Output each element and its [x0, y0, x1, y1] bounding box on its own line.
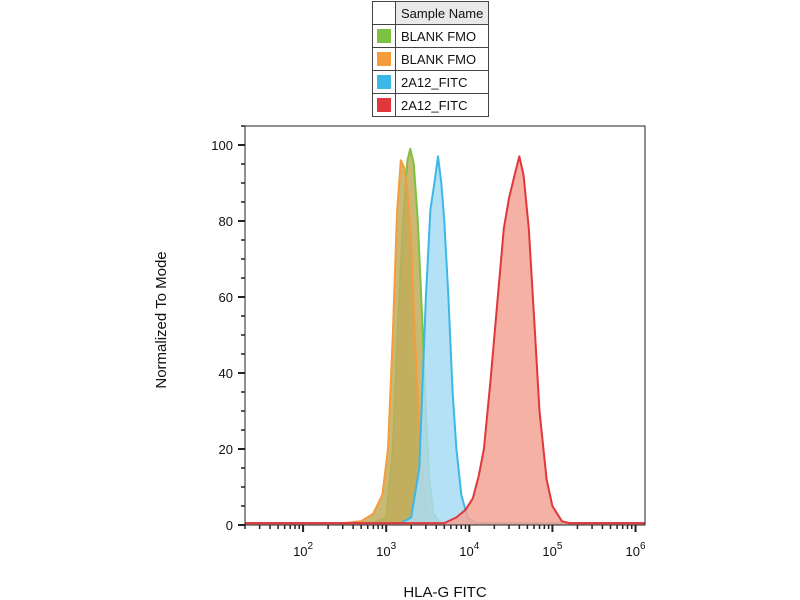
y-axis-title: Normalized To Mode: [153, 251, 170, 388]
y-tick-label-80: 80: [219, 214, 233, 229]
series-fill-2: [245, 156, 645, 525]
series-layer: [245, 149, 645, 525]
x-tick-label-1e4: 104: [459, 541, 479, 559]
y-tick-label-0: 0: [226, 518, 233, 533]
x-tick-label-1e3: 103: [376, 541, 396, 559]
histogram-chart: 0 20 40 60 80 100 102 103 104 105 106 HLA-G FITC N…: [0, 0, 800, 600]
y-tick-label-60: 60: [219, 290, 233, 305]
y-tick-label-100: 100: [211, 138, 233, 153]
x-tick-label-1e5: 105: [542, 541, 562, 559]
x-tick-label-1e2: 102: [293, 541, 313, 559]
x-axis-title: HLA-G FITC: [403, 584, 487, 600]
y-tick-label-40: 40: [219, 366, 233, 381]
y-tick-label-20: 20: [219, 442, 233, 457]
x-tick-label-1e6: 106: [626, 541, 646, 559]
